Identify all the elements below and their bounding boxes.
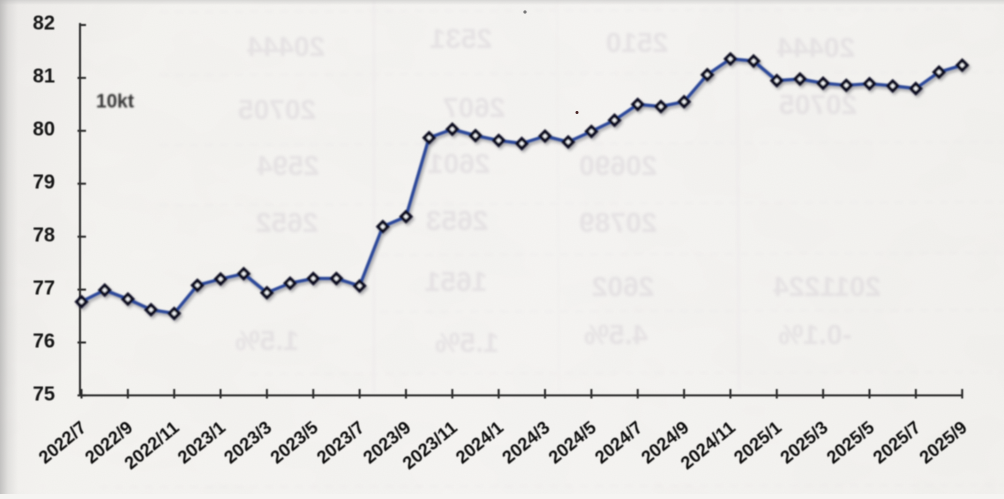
- svg-text:2607: 2607: [443, 92, 505, 123]
- svg-text:2653: 2653: [426, 205, 488, 236]
- svg-text:20690: 20690: [579, 150, 657, 181]
- svg-text:76: 76: [33, 331, 55, 353]
- svg-text:2652: 2652: [256, 207, 318, 238]
- svg-text:10kt: 10kt: [96, 92, 135, 113]
- svg-text:79: 79: [33, 172, 55, 194]
- svg-text:2594: 2594: [256, 150, 319, 181]
- svg-text:81: 81: [33, 66, 55, 88]
- svg-text:77: 77: [33, 278, 55, 300]
- svg-text:1.5%: 1.5%: [435, 327, 499, 358]
- svg-text:20444: 20444: [777, 32, 855, 63]
- svg-text:82: 82: [33, 13, 55, 35]
- svg-text:1651: 1651: [425, 266, 487, 297]
- svg-text:75: 75: [33, 384, 55, 406]
- svg-text:20705: 20705: [238, 94, 316, 125]
- svg-text:-0.1%: -0.1%: [778, 319, 851, 350]
- svg-text:2011224: 2011224: [773, 271, 881, 302]
- svg-text:20444: 20444: [247, 31, 325, 62]
- svg-text:2531: 2531: [430, 23, 492, 54]
- svg-text:78: 78: [33, 225, 55, 247]
- svg-text:1.5%: 1.5%: [235, 325, 299, 356]
- svg-text:80: 80: [33, 119, 55, 141]
- svg-text:20705: 20705: [779, 89, 857, 120]
- svg-text:2601: 2601: [428, 148, 490, 179]
- svg-text:2510: 2510: [606, 27, 668, 58]
- svg-text:20789: 20789: [579, 207, 657, 238]
- svg-text:2602: 2602: [592, 271, 654, 302]
- svg-text:4.5%: 4.5%: [584, 319, 648, 350]
